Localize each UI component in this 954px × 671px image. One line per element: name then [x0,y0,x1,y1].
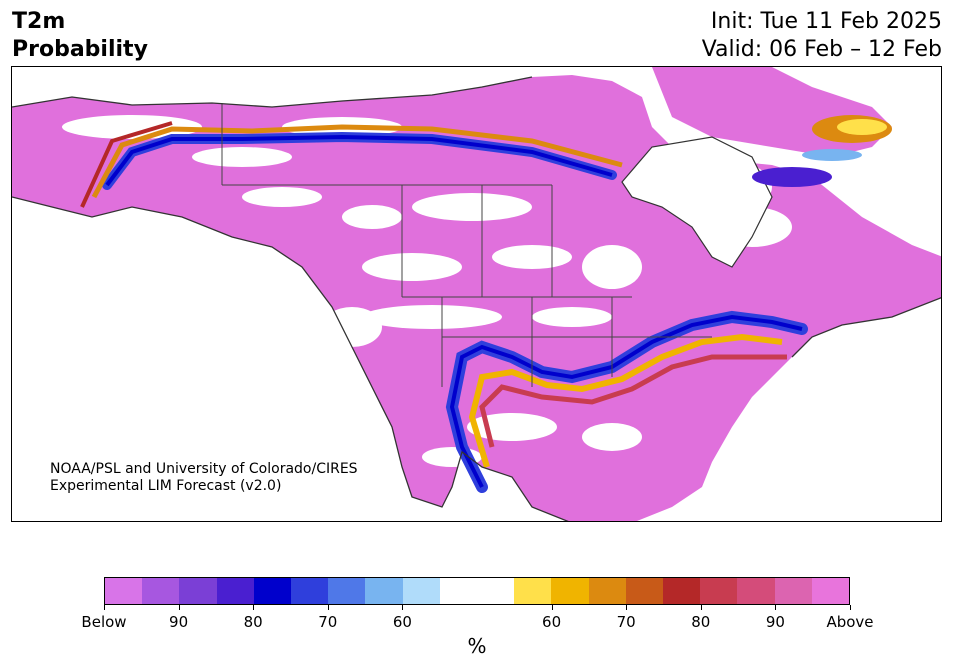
probability-map [12,67,941,521]
colorbar-tick-mark [327,605,329,610]
below-core-south [449,314,803,488]
colorbar-segment [291,578,329,604]
colorbar-tick-mark [402,605,404,610]
coastline [12,76,941,521]
colorbar-tick-mark [775,605,777,610]
colorbar-tick-mark [850,605,851,610]
credit-line-1: NOAA/PSL and University of Colorado/CIRE… [50,461,358,477]
map-panel: NOAA/PSL and University of Colorado/CIRE… [11,66,942,522]
colorbar-segment [179,578,217,604]
colorbar-segment [105,578,143,604]
colorbar-segment [588,578,626,604]
above-edge-north [91,124,623,199]
colorbar-segment [774,578,812,604]
colorbar-tick-mark [700,605,702,610]
colorbar-tick-label: 70 [616,613,636,631]
colorbar-segment [216,578,254,604]
colorbar-tick-mark [626,605,628,610]
colorbar-tick-label: 60 [392,613,412,631]
colorbar-tick-label: 80 [243,613,263,631]
colorbar-segment [700,578,738,604]
product-label: Probability [12,37,148,62]
colorbar-tick-label: 60 [542,613,562,631]
date-block: Init: Tue 11 Feb 2025 Valid: 06 Feb – 12… [702,8,942,64]
colorbar-segment [477,578,515,604]
init-date: Init: Tue 11 Feb 2025 [710,9,942,34]
colorbar-segment [142,578,180,604]
colorbar-segment [439,578,478,604]
colorbar-tick-mark [253,605,255,610]
variable-label: T2m [12,9,66,34]
colorbar-ticks: Below 90 80 70 60 60 70 80 90 Above [81,605,874,635]
colorbar-segment [663,578,701,604]
below-core-north [105,134,613,187]
colorbar-tick-label: 70 [318,613,338,631]
colorbar-tick-mark [551,605,553,610]
colorbar-tick-mark [104,605,105,610]
above-edge-north-red [80,121,173,208]
state-borders [221,103,712,387]
colorbar-tick-mark [178,605,180,610]
above-edge-south [468,333,783,468]
colorbar-tick-label: 90 [169,613,189,631]
colorbar-tick-label: 80 [691,613,711,631]
colorbar-segment [737,578,775,604]
labrador-anomaly [752,115,892,187]
credit-line-2: Experimental LIM Forecast (v2.0) [50,478,282,494]
chart-title-block: T2m Probability [12,8,148,64]
colorbar-tick-label: Above [826,613,874,631]
valid-range: Valid: 06 Feb – 12 Feb [701,37,942,62]
colorbar-segment [402,578,440,604]
hudson-bay [621,136,773,268]
colorbar-segment [811,578,850,604]
colorbar-segment [514,578,552,604]
colorbar-segment [253,578,292,604]
colorbar-segment [625,578,664,604]
colorbar-segment [328,578,366,604]
credit-text: NOAA/PSL and University of Colorado/CIRE… [50,461,358,495]
above-edge-south-red [479,354,787,448]
colorbar-tick-label: Below [81,613,127,631]
units-label: % [467,634,487,658]
colorbar-segment [365,578,403,604]
colorbar [104,577,850,605]
colorbar-tick-label: 90 [765,613,785,631]
colorbar-segment [551,578,589,604]
